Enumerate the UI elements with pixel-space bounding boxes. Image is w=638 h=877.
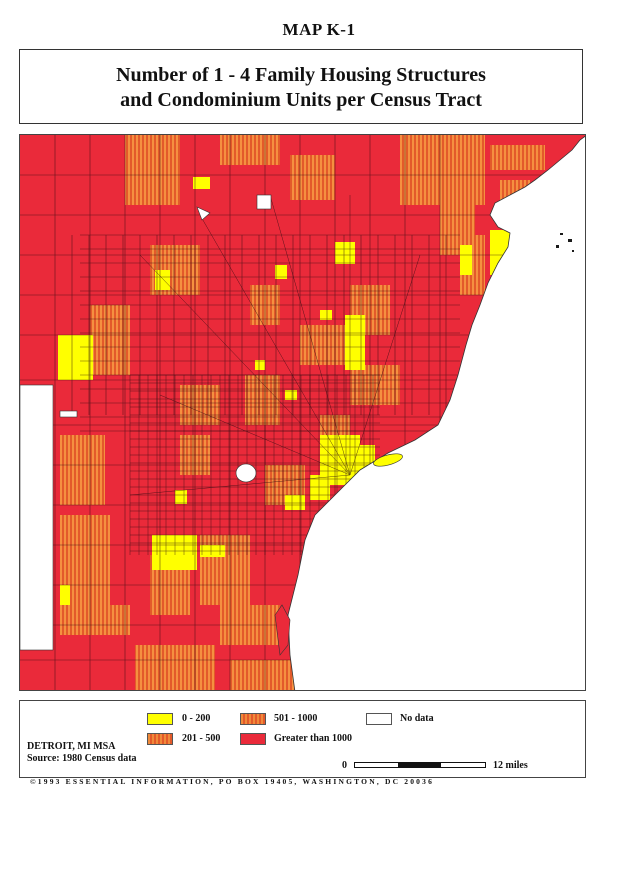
copyright-line: ©1993 ESSENTIAL INFORMATION, PO BOX 1940… bbox=[30, 777, 435, 786]
legend-label-gt-1000: Greater than 1000 bbox=[274, 733, 352, 744]
grosse-ile bbox=[274, 604, 291, 656]
legend-label-no-data: No data bbox=[400, 713, 434, 724]
belle-isle bbox=[373, 453, 403, 467]
map-title-line-1: Number of 1 - 4 Family Housing Structure… bbox=[116, 64, 486, 86]
tract-boundary bbox=[269, 194, 351, 476]
nodata-tracts bbox=[20, 194, 272, 651]
map-id-heading: MAP K-1 bbox=[282, 20, 356, 39]
legend-panel: 0 - 200 201 - 500 501 - 1000 Greater tha… bbox=[19, 700, 586, 778]
lake-islands bbox=[556, 233, 574, 252]
tract-boundary bbox=[159, 394, 351, 476]
title-box: Number of 1 - 4 Family Housing Structure… bbox=[19, 49, 583, 124]
legend-label-501-1000: 501 - 1000 bbox=[274, 713, 318, 724]
legend-label-201-500: 201 - 500 bbox=[182, 733, 221, 744]
scale-start-label: 0 bbox=[342, 760, 347, 771]
region-label: DETROIT, MI MSA bbox=[27, 741, 116, 752]
legend-swatch-501-1000 bbox=[240, 713, 266, 725]
legend-swatch-gt-1000 bbox=[240, 733, 266, 745]
urban-core-lines bbox=[129, 194, 421, 555]
legend-label-0-200: 0 - 200 bbox=[182, 713, 211, 724]
lake-st-clair-water bbox=[287, 135, 585, 690]
tract-boundary bbox=[199, 214, 351, 476]
source-label: Source: 1980 Census data bbox=[27, 753, 137, 764]
scale-bar bbox=[354, 762, 486, 768]
tract-boundary bbox=[139, 254, 351, 476]
tract-boundary bbox=[129, 474, 351, 496]
legend-swatch-0-200 bbox=[147, 713, 173, 725]
tract-boundary bbox=[349, 254, 421, 476]
legend-swatch-no-data bbox=[366, 713, 392, 725]
map-title-line-2: and Condominium Units per Census Tract bbox=[120, 89, 482, 111]
map-svg bbox=[20, 135, 585, 690]
legend-swatch-201-500 bbox=[147, 733, 173, 745]
choropleth-map bbox=[19, 134, 586, 691]
scale-end-label: 12 miles bbox=[493, 760, 528, 771]
